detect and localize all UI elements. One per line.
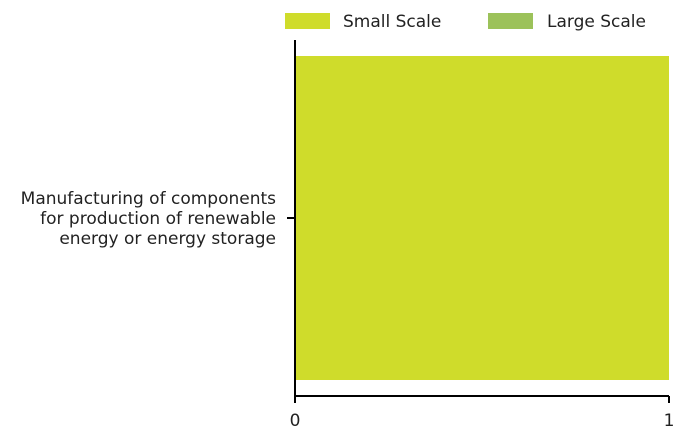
legend-label-0: Small Scale — [343, 12, 441, 32]
legend: Small Scale Large Scale — [285, 12, 646, 32]
legend-swatch-0 — [285, 13, 330, 29]
bar-0-0 — [295, 56, 669, 380]
x-tick-label-1: 1 — [664, 411, 675, 430]
x-tick-label-0: 0 — [290, 411, 301, 430]
legend-label-1: Large Scale — [547, 12, 646, 32]
bars — [295, 56, 669, 380]
category-labels: Manufacturing of components for productio… — [21, 189, 276, 249]
legend-swatch-1 — [488, 13, 533, 29]
category-label-0: Manufacturing of components for productio… — [21, 189, 276, 249]
